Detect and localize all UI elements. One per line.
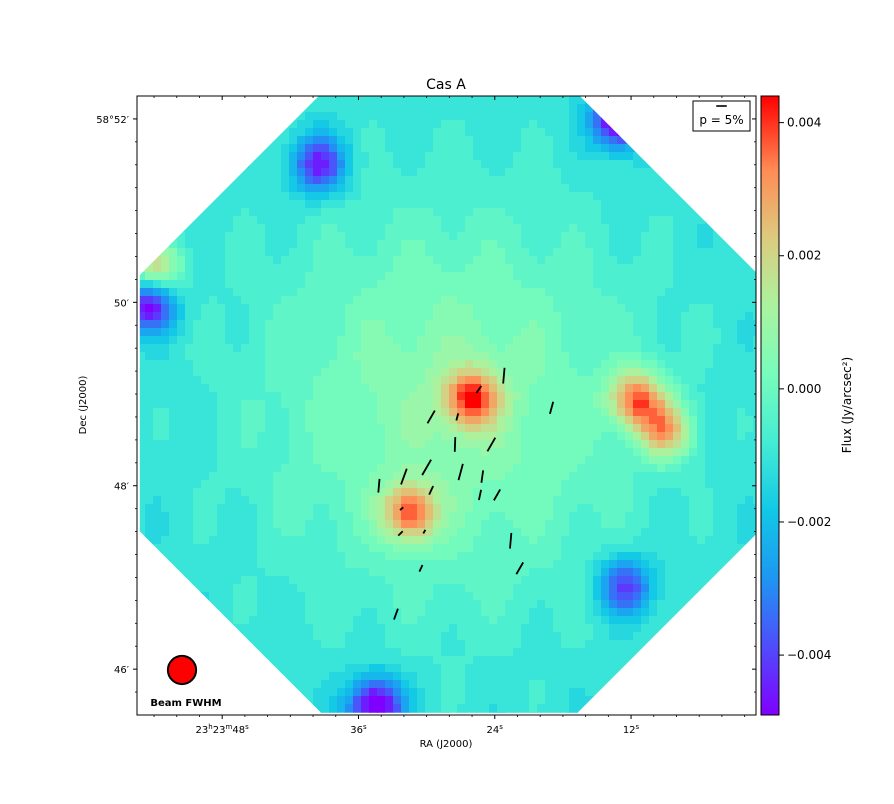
chart-title: Cas A [426,77,466,93]
x-axis-ticks: 23h 23m 48s 36s 24s 12s [153,96,746,736]
colorbar-ticks: 0.004 0.002 0.000 −0.002 −0.004 [779,116,831,662]
polarization-vector [478,489,482,501]
polarization-vector [486,437,497,452]
colorbar-tick-label: 0.004 [787,116,821,130]
beam-label: Beam FWHM [150,698,221,709]
colorbar-tick-label: 0.002 [787,249,821,263]
x-tick-label: 12s [623,723,640,736]
y-tick-label: 48′ [114,482,130,493]
polarization-vector [422,529,427,534]
polarization-vector [453,437,457,452]
polarization-vector [475,385,483,394]
vector-legend-label: p = 5% [699,113,743,127]
y-tick-label: 58°52′ [96,115,129,126]
polarization-vector [377,478,381,493]
y-tick-label: 46′ [114,665,130,676]
polarization-vector [421,459,432,476]
beam-indicator: Beam FWHM [150,654,222,709]
x-tick-label: 23h 23m 48s [195,723,249,736]
colorbar-tick-label: 0.000 [787,382,821,396]
polarization-vector [418,564,424,572]
plot-frame [136,95,757,716]
x-tick-label: 24s [487,723,504,736]
polarization-vector [399,506,404,511]
polarization-vector [509,532,513,549]
polarization-vector [400,468,408,485]
polarization-vector [549,401,555,415]
polarization-vector [515,561,524,575]
colorbar-tick-label: −0.004 [787,648,831,662]
polarization-vectors [377,367,555,620]
colorbar-tick-label: −0.002 [787,515,831,529]
polarization-vector [455,413,460,421]
colorbar-label: Flux (Jy/arcsec²) [840,357,854,453]
colorbar [760,95,780,716]
polarization-vector [397,530,404,537]
vector-legend: p = 5% [692,100,751,132]
y-tick-label: 50′ [114,298,130,309]
polarization-vector [502,367,506,384]
polarization-vector [480,470,485,483]
polarization-vector [426,410,436,424]
polarization-vector [457,463,464,481]
x-tick-label: 36s [350,723,367,736]
y-axis-ticks: 58°52′ 50′ 48′ 46′ [96,115,756,693]
beam-circle [166,654,198,686]
y-axis-label: Dec (J2000) [78,376,89,435]
polarization-vector [393,608,399,620]
x-axis-label: RA (J2000) [420,739,473,750]
polarization-vector [493,489,501,501]
polarization-vector [428,485,434,495]
